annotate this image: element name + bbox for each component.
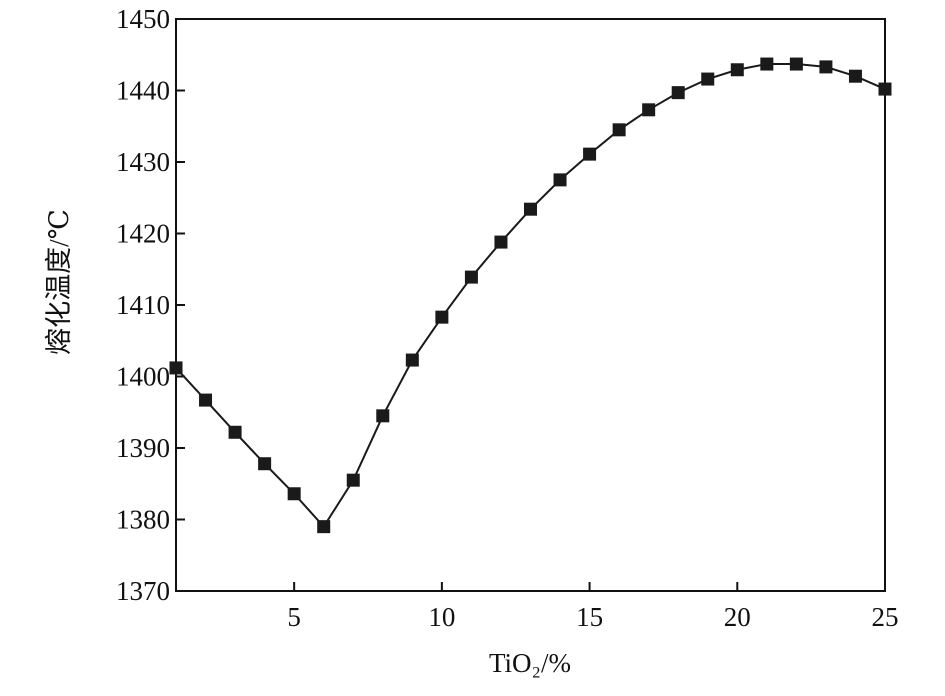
y-tick-label: 1400	[116, 362, 170, 392]
marker	[464, 270, 478, 284]
y-axis-label: 熔化温度/℃	[44, 209, 74, 355]
marker	[730, 63, 744, 77]
marker	[346, 473, 360, 487]
marker	[642, 103, 656, 117]
marker	[848, 69, 862, 83]
x-tick-label: 20	[724, 602, 751, 632]
marker	[228, 425, 242, 439]
marker	[376, 409, 390, 423]
y-tick-label: 1430	[116, 147, 170, 177]
marker	[789, 57, 803, 71]
y-tick-label: 1420	[116, 219, 170, 249]
marker	[199, 393, 213, 407]
marker	[435, 310, 449, 324]
marker	[760, 57, 774, 71]
y-tick-label: 1380	[116, 505, 170, 535]
marker	[583, 147, 597, 161]
marker	[524, 202, 537, 216]
marker	[494, 235, 508, 249]
marker	[287, 487, 301, 501]
marker	[819, 60, 833, 74]
marker	[405, 353, 419, 367]
marker	[612, 123, 626, 137]
y-tick-label: 1450	[116, 4, 170, 34]
marker	[878, 82, 892, 96]
marker	[169, 361, 183, 375]
line	[175, 63, 886, 529]
marker	[671, 86, 685, 100]
x-axis-label: TiO₂/%	[489, 648, 571, 678]
y-tick-label: 1370	[116, 576, 170, 606]
marker	[553, 173, 567, 187]
x-tick-label: 5	[287, 602, 301, 632]
y-tick-label: 1440	[116, 76, 170, 106]
y-tick-label: 1390	[116, 433, 170, 463]
plot-frame	[175, 18, 886, 592]
x-tick-label: 10	[428, 602, 455, 632]
y-tick-label: 1410	[116, 290, 170, 320]
marker	[258, 457, 272, 471]
marker	[317, 520, 331, 534]
x-tick-label: 25	[872, 602, 899, 632]
marker	[701, 72, 715, 86]
x-tick-label: 15	[576, 602, 603, 632]
